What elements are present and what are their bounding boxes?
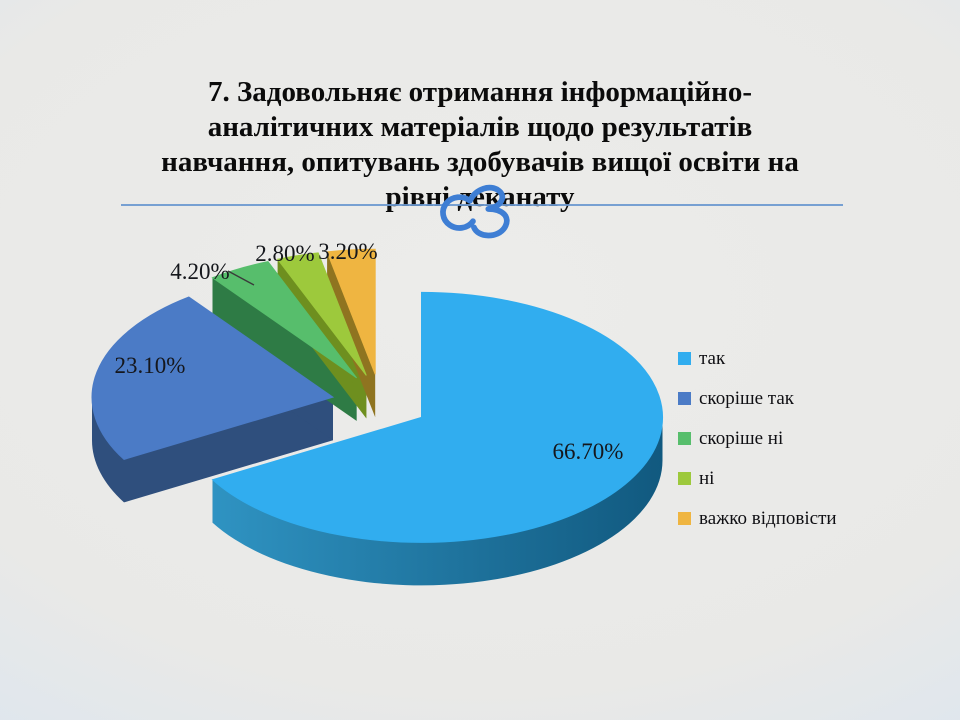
pie-slice — [276, 252, 367, 376]
legend-color-swatch — [678, 471, 691, 485]
legend-item: скоріше ні — [678, 418, 837, 458]
pie-value-label: 2.80% — [255, 241, 315, 266]
legend-label: скоріше ні — [699, 427, 784, 449]
legend-color-swatch — [678, 391, 691, 405]
legend-item: так — [678, 338, 837, 378]
pie-slice — [211, 261, 357, 379]
pie-slice-rim — [212, 417, 663, 586]
pie-slice-wall — [212, 277, 357, 421]
slide-title: 7. Задовольняє отримання інформаційно- а… — [161, 76, 799, 214]
legend-color-swatch — [678, 431, 691, 445]
label-leader-line — [227, 270, 255, 286]
pie-slice-wall — [327, 251, 376, 418]
pie-value-label: 4.20% — [170, 259, 230, 284]
pie-slice — [326, 248, 376, 375]
legend-color-swatch — [678, 351, 691, 365]
pie-slice — [91, 296, 335, 460]
legend-label: важко відповісти — [699, 507, 837, 529]
legend-item: ні — [678, 458, 837, 498]
pie-slice — [211, 291, 663, 543]
pie-value-label: 3.20% — [318, 239, 378, 264]
flourish-ornament-icon — [440, 184, 510, 239]
pie-value-label: 66.70% — [552, 439, 624, 464]
legend-item: важко відповісти — [678, 498, 837, 538]
legend-color-swatch — [678, 511, 691, 525]
title-divider — [121, 204, 843, 206]
legend-label: скоріше так — [699, 387, 794, 409]
pie-slice-rim — [92, 397, 124, 503]
legend-label: ні — [699, 467, 715, 489]
legend: так скоріше так скоріше ні ні важко відповіс… — [678, 338, 837, 538]
legend-item: скоріше так — [678, 378, 837, 418]
pie-slice-wall — [124, 397, 333, 503]
legend-label: так — [699, 347, 726, 369]
pie-value-label: 23.10% — [114, 353, 186, 378]
